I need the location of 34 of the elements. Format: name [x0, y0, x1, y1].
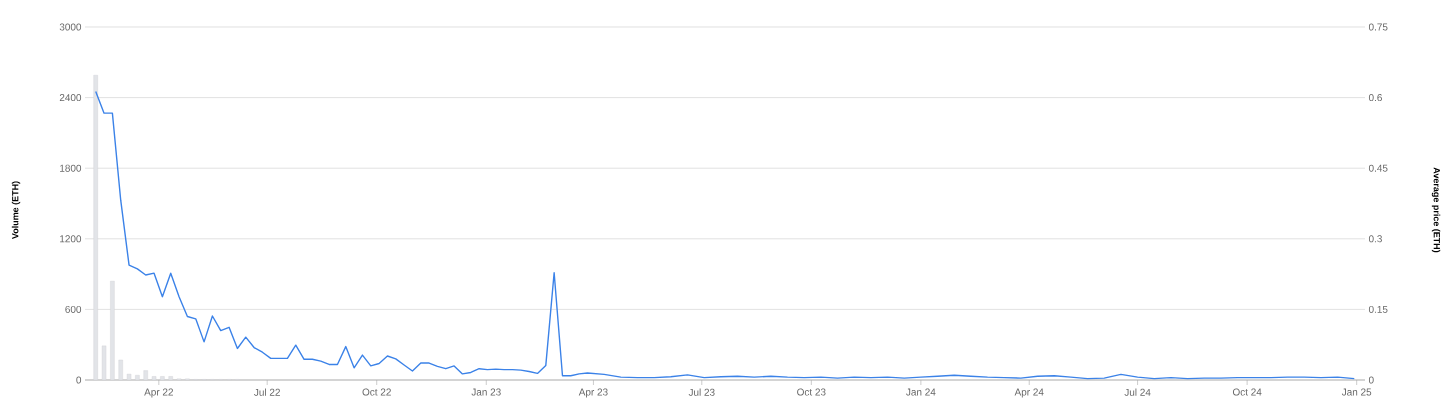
x-tick-label: Oct 24	[1232, 388, 1262, 396]
x-tick-label: Jan 23	[471, 388, 501, 396]
y2-tick-label: 0.3	[1368, 235, 1382, 243]
bar	[118, 359, 123, 381]
bar	[126, 373, 132, 381]
x-tick-label: Apr 22	[144, 388, 173, 398]
bar	[143, 370, 148, 381]
x-tick-label: Jul 23	[688, 388, 715, 396]
x-tick-label: Jan 25	[1341, 388, 1372, 396]
y-tick-label: 3000	[59, 23, 82, 31]
y-tick-label: 1800	[60, 164, 82, 172]
x-tick-label: Oct 23	[797, 388, 826, 396]
bar	[101, 345, 107, 381]
bar	[151, 376, 157, 381]
y2-axis-title: Average price (ETH)	[1431, 167, 1441, 253]
y-tick-label: 600	[65, 305, 82, 313]
bar	[168, 376, 173, 381]
x-tick-label: Jul 24	[1124, 388, 1151, 396]
x-tick-label: Apr 24	[1014, 388, 1044, 398]
y-tick-label: 1200	[60, 235, 82, 243]
y2-tick-label: 0.15	[1368, 305, 1388, 313]
x-tick-label: Jul 22	[254, 388, 280, 396]
y2-tick-label: 0.6	[1368, 94, 1382, 102]
bar	[135, 375, 140, 381]
y-axis-title: Volume (ETH)	[11, 181, 21, 239]
y2-tick-label: 0.45	[1368, 164, 1388, 172]
bar	[160, 376, 165, 381]
x-tick-label: Oct 22	[362, 388, 391, 396]
y2-tick-label: 0.75	[1368, 23, 1388, 31]
x-tick-label: Jan 24	[906, 388, 936, 396]
y-tick-label: 0	[76, 376, 82, 384]
y-tick-label: 2400	[59, 94, 82, 102]
y2-tick-label: 0	[1368, 376, 1374, 384]
x-tick-label: Apr 23	[578, 388, 608, 398]
